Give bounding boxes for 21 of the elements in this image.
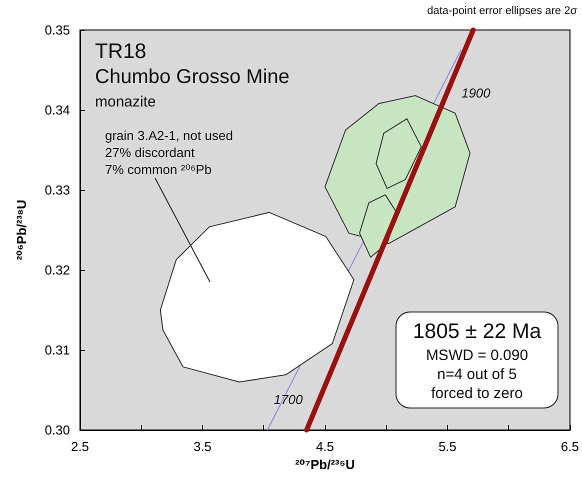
y-tick-label: 0.34: [44, 102, 70, 118]
y-tick-label: 0.33: [44, 182, 70, 198]
y-tick-label: 0.30: [44, 422, 70, 438]
annotation: 1700: [274, 392, 304, 407]
x-tick-label: 4.5: [316, 439, 334, 454]
y-tick-label: 0.35: [44, 22, 70, 38]
y-tick-label: 0.31: [44, 342, 70, 358]
text: Chumbo Grosso Mine: [95, 66, 290, 88]
x-tick-label: 6.5: [560, 439, 580, 454]
y-axis-title: ²⁰⁶Pb/²³⁸U: [14, 200, 29, 260]
y-tick-label: 0.32: [44, 262, 70, 278]
x-tick-label: 2.5: [70, 439, 90, 454]
text: data-point error ellipses are 2σ: [427, 5, 578, 17]
annotation: 1900: [461, 86, 492, 101]
annotation: monazite: [95, 94, 156, 110]
x-tick-label: 5.5: [438, 439, 457, 454]
chart-title: TR18: [95, 40, 146, 63]
annotation: grain 3.A2-1, not used 27% discordant 7% common ²⁰⁶Pb: [105, 128, 233, 177]
x-tick-label: 3.5: [193, 439, 212, 454]
annotation: 1805 ± 22 Ma MSWD = 0.090 n=4 out of 5 forced to zero: [412, 320, 542, 402]
x-axis-title: ²⁰⁷Pb/²³⁵U: [295, 457, 355, 472]
